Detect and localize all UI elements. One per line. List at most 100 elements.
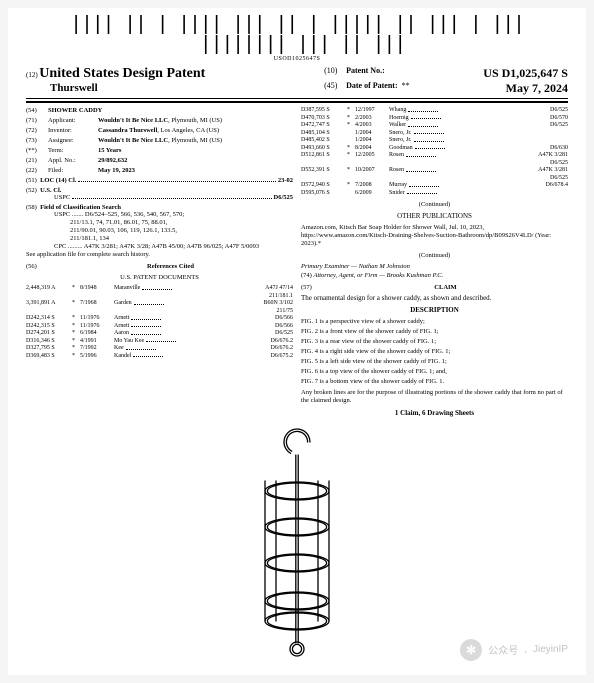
leader-dots (78, 177, 275, 182)
field-code: (73) (26, 137, 48, 144)
us-patents-table-cont: D387,595 S*12/1997WhangD6/525D470,703 S*… (301, 107, 568, 197)
assignee-value: Wouldn't It Be Nice LLC, Plymouth, MI (U… (98, 137, 293, 144)
inventor-value: Cassandra Thurswell, Los Angeles, CA (US… (98, 127, 293, 134)
field-label: Applicant: (48, 117, 98, 124)
date-label: Date of Patent: (346, 81, 398, 96)
field-label: Appl. No.: (48, 157, 98, 164)
field-label: Filed: (48, 167, 98, 174)
description-line: FIG. 1 is a perspective view of a shower… (301, 318, 568, 326)
reference-row: D6/525 (301, 160, 568, 168)
attorney: Attorney, Agent, or Firm — Brooks Kushma… (313, 272, 443, 279)
barcode-graphic: |||| || | |||| ||| || | ||||| || ||| | |… (26, 16, 568, 56)
field-code: (52) (26, 187, 37, 194)
patent-page: |||| || | |||| ||| || | ||||| || ||| | |… (8, 8, 586, 675)
appl-no-value: 29/892,632 (98, 157, 293, 164)
field-52: (52) U.S. Cl. USPC D6/525 (26, 187, 293, 202)
left-column: (54) SHOWER CADDY (71) Applicant: Wouldn… (26, 107, 293, 417)
reference-row: D485,104 S1/2004Snero, Jr. (301, 130, 568, 138)
reference-row: D327,795 S*7/1992KeeD6/676.2 (26, 345, 293, 353)
field-code: (22) (26, 167, 48, 174)
field-54: (54) SHOWER CADDY (26, 107, 293, 114)
description-line: Any broken lines are for the purpose of … (301, 389, 568, 405)
references-title: References Cited (48, 263, 293, 270)
description-line: FIG. 5 is a left side view of the shower… (301, 358, 568, 366)
right-column: D387,595 S*12/1997WhangD6/525D470,703 S*… (301, 107, 568, 417)
footer-claim-count: 1 Claim, 6 Drawing Sheets (301, 409, 568, 417)
wechat-icon: ✻ (460, 639, 482, 661)
reference-row: D242,315 S*11/1976ArnettD6/566 (26, 323, 293, 331)
reference-row: D595,076 S6/2009Snider (301, 190, 568, 198)
field-label: Term: (48, 147, 98, 154)
reference-row: D6/525 (301, 175, 568, 183)
field-code: (54) (26, 107, 48, 114)
invention-title: SHOWER CADDY (48, 107, 102, 114)
attorney-code: (74) (301, 272, 312, 279)
reference-row: D369,483 S*5/1996KandelD6/675.2 (26, 353, 293, 361)
filed-value: May 19, 2023 (98, 167, 293, 174)
date-asterisks: ** (402, 81, 410, 96)
date-code: (45) (324, 81, 346, 96)
watermark: ✻ 公众号 , JieyinIP (460, 639, 568, 661)
description-line: FIG. 7 is a bottom view of the shower ca… (301, 378, 568, 386)
patent-no-value: US D1,025,647 S (483, 66, 568, 81)
field-code: (51) (26, 177, 37, 184)
description-line: FIG. 3 is a rear view of the shower cadd… (301, 338, 568, 346)
other-pubs-continued: (Continued) (301, 252, 568, 259)
reference-row: 3,391,891 A*7/1968GardenB60N 3/102 (26, 300, 293, 308)
field-label: Assignee: (48, 137, 98, 144)
field-code: (71) (26, 117, 48, 124)
reference-row: D512,861 S*12/2005RosenA47K 3/281 (301, 152, 568, 160)
claim-code: (57) (301, 284, 323, 291)
field-56: (56) References Cited U.S. PATENT DOCUME… (26, 263, 293, 360)
bibliographic-columns: (54) SHOWER CADDY (71) Applicant: Wouldn… (26, 107, 568, 417)
other-pubs-body: Amazon.com, Kitsch Bar Soap Holder for S… (301, 224, 568, 248)
search-line: 211/181.1, 134 (70, 235, 293, 243)
search-line: USPC ....... D6/524–525, 566, 536, 540, … (54, 211, 293, 219)
header-code: (12) (26, 71, 38, 79)
search-label: Field of Classification Search (40, 204, 121, 211)
watermark-label-1: 公众号 (488, 642, 518, 657)
other-pubs-title: OTHER PUBLICATIONS (301, 212, 568, 220)
uspc-label: USPC (54, 194, 70, 202)
header-title: United States Design Patent (39, 66, 205, 81)
field-72: (72) Inventor: Cassandra Thurswell, Los … (26, 127, 293, 134)
uscl-label: U.S. Cl. (40, 187, 61, 194)
header-rule (26, 101, 568, 103)
reference-row: 211/181.1 (26, 293, 293, 301)
reference-row: D242,314 S*11/1976ArnettD6/566 (26, 315, 293, 323)
claim-text: The ornamental design for a shower caddy… (301, 294, 568, 302)
reference-row: 211/75 (26, 308, 293, 316)
description-lines: FIG. 1 is a perspective view of a shower… (301, 318, 568, 405)
inventor-name: Cassandra Thurswell (98, 127, 157, 134)
reference-row: D470,703 S*2/2003HoernigD6/570 (301, 115, 568, 123)
patent-drawing (26, 423, 568, 663)
shower-caddy-drawing (232, 423, 362, 663)
applicant-value: Wouldn't It Be Nice LLC, Plymouth, MI (U… (98, 117, 293, 124)
primary-examiner: Primary Examiner — Nathan M Johnston (301, 263, 410, 270)
search-line: 211/13.1, 74, 71.01, 86.01, 75, 88.01, (70, 219, 293, 227)
field-51: (51) LOC (14) Cl. 23-02 (26, 177, 293, 185)
reference-row: D485,402 S1/2004Snero, Jr. (301, 137, 568, 145)
barcode-text: USOD1025647S (26, 56, 568, 62)
loc-value: 23-02 (278, 177, 293, 185)
field-code: (58) (26, 204, 37, 211)
description-line: FIG. 6 is a top view of the shower caddy… (301, 368, 568, 376)
claim-title: CLAIM (323, 284, 568, 291)
uscl-row: USPC D6/525 (54, 194, 293, 202)
field-label: Inventor: (48, 127, 98, 134)
field-21: (21) Appl. No.: 29/892,632 (26, 157, 293, 164)
patent-no-code: (10) (324, 66, 346, 81)
field-58: (58) Field of Classification Search USPC… (26, 204, 293, 260)
term-value: 15 Years (98, 147, 293, 154)
assignee-location: Plymouth, MI (US) (171, 137, 222, 144)
reference-row: D387,595 S*12/1997WhangD6/525 (301, 107, 568, 115)
reference-row: D552,391 S*10/2007RosenA47K 3/281 (301, 167, 568, 175)
loc-label: LOC (14) Cl. (40, 177, 76, 184)
us-patents-subtitle: U.S. PATENT DOCUMENTS (26, 274, 293, 281)
description-line: FIG. 2 is a front view of the shower cad… (301, 328, 568, 336)
reference-row: D472,747 S*4/2003WalkerD6/525 (301, 122, 568, 130)
field-code: (56) (26, 263, 48, 270)
search-note: See application file for complete search… (26, 251, 293, 259)
field-71: (71) Applicant: Wouldn't It Be Nice LLC,… (26, 117, 293, 124)
date-value: May 7, 2024 (506, 81, 568, 96)
